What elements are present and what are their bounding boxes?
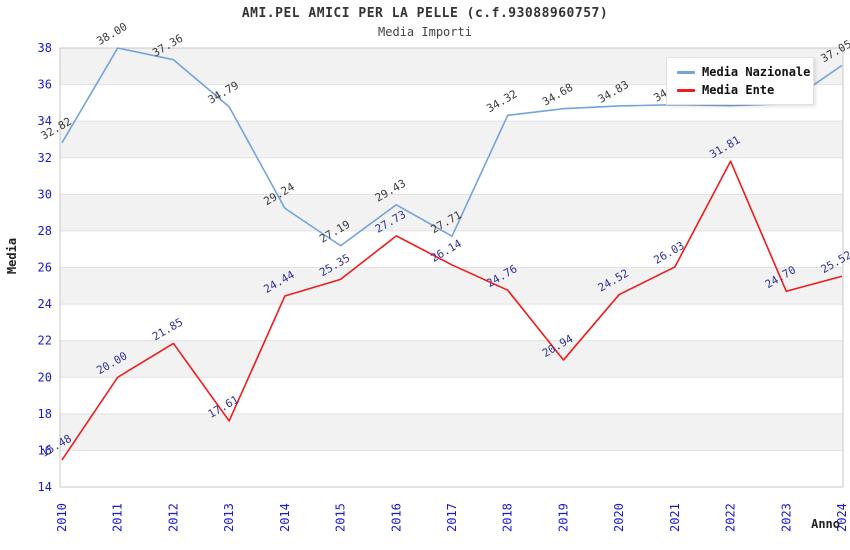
y-axis-title: Media: [5, 237, 19, 275]
x-tick-label: 2018: [501, 503, 515, 532]
x-tick-label: 2015: [334, 503, 348, 532]
media-ente-line-swatch: [677, 88, 695, 92]
plot-band: [60, 340, 843, 378]
y-tick-label: 26: [38, 261, 52, 275]
y-tick-label: 32: [38, 151, 52, 165]
plot-band: [60, 194, 843, 231]
legend-item-media-ente: Media Ente: [677, 83, 813, 97]
y-tick-label: 36: [38, 78, 52, 92]
y-tick-label: 20: [38, 370, 52, 384]
y-tick-label: 38: [38, 41, 52, 55]
series-line-media-nazionale: [61, 47, 843, 247]
x-tick-label: 2013: [222, 503, 236, 532]
plot-band: [60, 267, 843, 305]
y-tick-label: 24: [38, 297, 52, 311]
x-tick-label: 2017: [445, 503, 459, 532]
media-nazionale-line-swatch: [677, 70, 695, 74]
y-tick-label: 30: [38, 187, 52, 201]
data-label: 26.03: [652, 239, 687, 267]
y-tick-label: 34: [38, 114, 52, 128]
x-tick-label: 2016: [389, 503, 403, 532]
x-axis-title: Anno: [811, 517, 840, 531]
chart-title: AMI.PEL AMICI PER LA PELLE (c.f.93088960…: [241, 6, 609, 21]
x-tick-label: 2012: [166, 503, 180, 532]
plot-band: [60, 413, 843, 451]
plot-band: [60, 121, 843, 158]
x-tick-label: 2023: [779, 503, 793, 532]
y-tick-label: 18: [38, 407, 52, 421]
data-label: 38.00: [94, 20, 129, 48]
data-label: 26.14: [429, 237, 465, 265]
data-label: 15.48: [39, 432, 74, 460]
legend-item-media-nazionale: Media Nazionale: [677, 65, 813, 79]
x-tick-label: 2021: [668, 503, 682, 532]
legend-label-media-nazionale: Media Nazionale: [702, 65, 811, 79]
series-line-media-ente: [61, 160, 843, 461]
x-tick-label: 2011: [111, 503, 125, 532]
x-tick-label: 2022: [724, 503, 738, 532]
x-tick-label: 2010: [55, 503, 69, 532]
plot-border: [59, 47, 844, 488]
y-tick-label: 22: [38, 334, 52, 348]
y-tick-label: 28: [38, 224, 52, 238]
chart-subtitle: Media Importi: [378, 25, 472, 39]
x-tick-label: 2019: [556, 503, 570, 532]
x-tick-label: 2020: [612, 503, 626, 532]
y-tick-label: 16: [38, 443, 52, 457]
y-tick-label: 14: [38, 480, 52, 494]
x-tick-label: 2024: [835, 503, 849, 532]
legend-label-media-ente: Media Ente: [702, 83, 775, 97]
legend: Media Nazionale Media Ente: [666, 57, 814, 105]
data-label: 34.32: [484, 87, 519, 115]
data-label: 21.85: [150, 315, 185, 343]
x-tick-label: 2014: [278, 503, 292, 532]
